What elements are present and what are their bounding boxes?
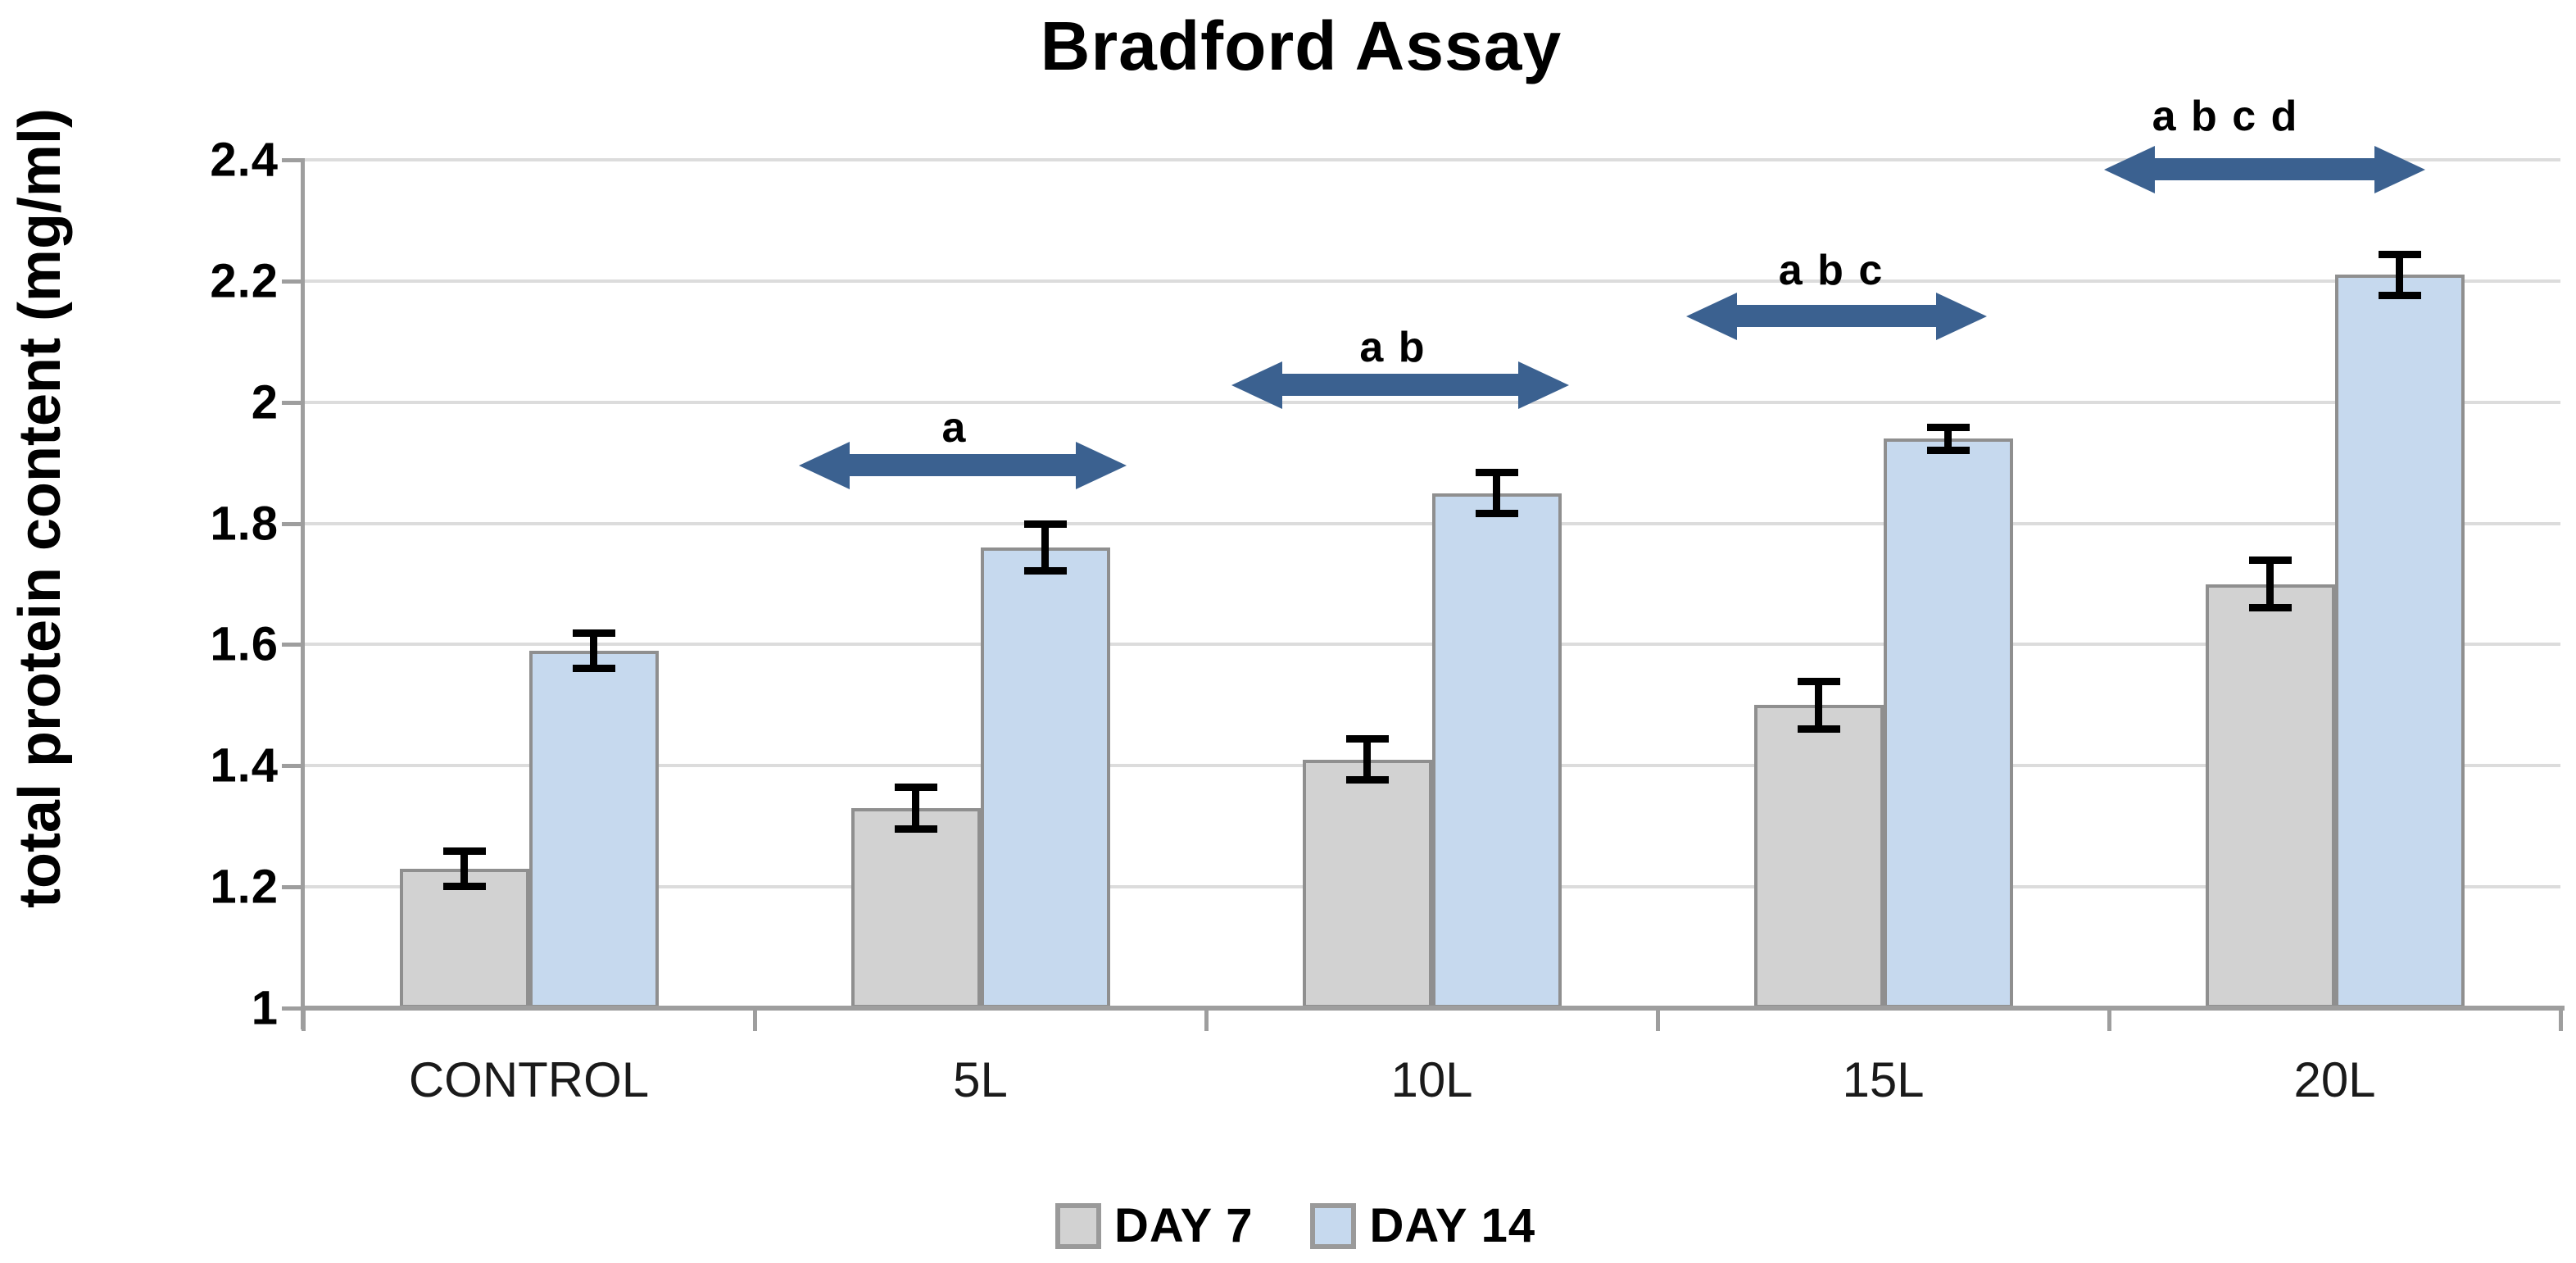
significance-arrow-4	[2104, 146, 2425, 193]
arrow-right-head-icon	[1518, 361, 1569, 409]
bar-day7-10l	[1302, 759, 1432, 1008]
x-category-label-15l: 15L	[1842, 1052, 1925, 1107]
error-bar-cap-bottom	[1926, 446, 1970, 454]
bar-day14-10l	[1431, 493, 1562, 1008]
bar-day7-15l	[1753, 705, 1884, 1008]
bar-day14-control	[528, 650, 659, 1008]
legend-label-day7: DAY 7	[1114, 1199, 1254, 1252]
gridline-2	[303, 400, 2560, 404]
error-bar	[912, 784, 919, 833]
error-bar-cap-bottom	[1023, 567, 1067, 575]
bar-day14-15l	[1883, 438, 2013, 1008]
x-boundary-tick-4	[2107, 1008, 2111, 1031]
error-bar-cap-top	[2248, 557, 2292, 565]
y-axis	[301, 158, 305, 1029]
error-bar	[1041, 520, 1049, 575]
day7-swatch-icon	[1055, 1202, 1101, 1249]
x-boundary-tick-3	[1656, 1008, 1660, 1031]
significance-label-3: a b c	[1778, 247, 1884, 294]
x-category-label-control: CONTROL	[408, 1052, 650, 1107]
x-category-label-5l: 5L	[953, 1052, 1008, 1107]
error-bar-cap-top	[1345, 735, 1389, 743]
error-bar	[1815, 678, 1822, 733]
error-bar-cap-top	[1023, 520, 1067, 528]
y-tick-1	[282, 1006, 303, 1011]
error-bar-cap-top	[442, 847, 486, 856]
y-tick-label-2.4: 2.4	[210, 133, 279, 187]
arrow-right-head-icon	[1936, 293, 1987, 340]
x-axis	[301, 1006, 2565, 1011]
error-bar-cap-top	[572, 629, 615, 637]
x-category-label-20l: 20L	[2293, 1052, 2376, 1107]
y-tick-2.2	[282, 279, 303, 284]
error-bar-cap-bottom	[2378, 292, 2421, 300]
error-bar-cap-top	[1475, 469, 1518, 477]
y-tick-label-1.6: 1.6	[210, 617, 279, 671]
day14-swatch-icon	[1310, 1202, 1357, 1249]
bar-day7-control	[399, 868, 529, 1008]
y-tick-1.8	[282, 521, 303, 526]
error-bar	[1944, 423, 1952, 454]
bar-day7-5l	[850, 808, 981, 1008]
significance-label-1: a	[941, 404, 968, 452]
y-tick-label-1.4: 1.4	[210, 738, 279, 793]
arrow-right-head-icon	[2374, 146, 2425, 193]
chart-title: Bradford Assay	[1040, 7, 1562, 84]
legend-item-day7: DAY 7	[1055, 1198, 1253, 1253]
y-tick-label-1.2: 1.2	[210, 860, 279, 914]
error-bar	[460, 847, 468, 890]
error-bar-cap-bottom	[1345, 776, 1389, 784]
y-tick-1.2	[282, 885, 303, 890]
error-bar	[590, 629, 597, 672]
error-bar-cap-top	[2378, 250, 2421, 258]
significance-arrow-1	[799, 442, 1127, 489]
legend: DAY 7 DAY 14	[1055, 1198, 1535, 1253]
legend-label-day14: DAY 14	[1369, 1199, 1536, 1252]
bar-day7-20l	[2205, 584, 2335, 1008]
error-bar-cap-bottom	[442, 882, 486, 890]
gridline-2.2	[303, 279, 2560, 283]
bar-day14-20l	[2334, 275, 2465, 1008]
y-tick-1.6	[282, 643, 303, 647]
error-bar-cap-bottom	[572, 664, 615, 672]
y-tick-label-1.8: 1.8	[210, 497, 279, 551]
bar-day14-5l	[980, 547, 1110, 1008]
arrow-right-head-icon	[1076, 442, 1127, 489]
y-tick-2	[282, 400, 303, 405]
error-bar	[1493, 469, 1500, 518]
error-bar	[2396, 250, 2403, 300]
error-bar-cap-bottom	[2248, 603, 2292, 611]
y-axis-title: total protein content (mg/ml)	[7, 108, 73, 908]
x-boundary-tick-5	[2559, 1008, 2563, 1031]
significance-arrow-2	[1231, 361, 1569, 409]
x-boundary-tick-1	[753, 1008, 757, 1031]
y-tick-label-1: 1	[251, 981, 279, 1035]
significance-arrow-3	[1686, 293, 1987, 340]
error-bar-cap-bottom	[1475, 510, 1518, 518]
legend-item-day14: DAY 14	[1310, 1198, 1535, 1253]
y-tick-label-2.2: 2.2	[210, 254, 279, 308]
x-category-label-10l: 10L	[1390, 1052, 1473, 1107]
error-bar-cap-top	[1926, 423, 1970, 431]
significance-label-4: a b c d	[2152, 93, 2299, 140]
gridline-2.4	[303, 158, 2560, 161]
error-bar-cap-bottom	[1797, 725, 1840, 733]
significance-label-2: a b	[1359, 324, 1426, 371]
error-bar	[1363, 735, 1371, 784]
error-bar	[2266, 557, 2274, 611]
error-bar-cap-top	[894, 784, 937, 792]
y-tick-label-2: 2	[251, 375, 279, 429]
error-bar-cap-bottom	[894, 825, 937, 833]
error-bar-cap-top	[1797, 678, 1840, 686]
y-tick-2.4	[282, 158, 303, 162]
x-boundary-tick-2	[1204, 1008, 1209, 1031]
x-boundary-tick-0	[302, 1008, 306, 1031]
y-tick-1.4	[282, 764, 303, 769]
